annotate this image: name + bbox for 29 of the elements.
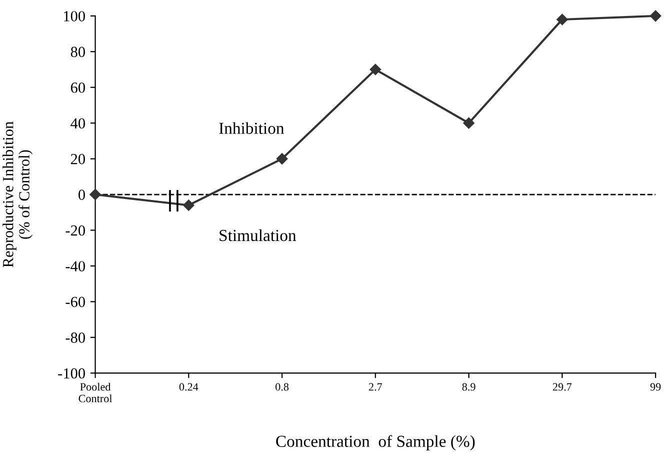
- x-tick-label: 99: [650, 383, 661, 391]
- point: [556, 14, 568, 26]
- x-tick-label: 8.9: [462, 383, 476, 391]
- y-tick-label: 20: [70, 154, 85, 164]
- point: [650, 10, 662, 22]
- x-tick-label: 0.8: [276, 383, 289, 391]
- x-tick-label: Pooled Control: [78, 382, 112, 402]
- annotation: Inhibition: [219, 122, 284, 134]
- x-tick-label: 29.7: [552, 383, 572, 391]
- x-axis-title: Concentration of Sample (%): [276, 435, 475, 450]
- annotation: Stimulation: [220, 229, 296, 242]
- y-tick-label: 40: [70, 118, 85, 129]
- y-tick-label: -60: [66, 296, 85, 308]
- x-tick-label: 2.7: [368, 383, 382, 391]
- point: [90, 188, 101, 200]
- point: [276, 153, 288, 164]
- y-tick-label: -80: [66, 332, 85, 343]
- y-tick-label: -40: [66, 261, 85, 272]
- y-tick-label: -20: [66, 225, 85, 236]
- y-axis-title: Reproductive Inhibition (% of Control): [2, 122, 33, 268]
- point: [463, 117, 474, 129]
- y-tick-label: 100: [64, 11, 85, 22]
- y-tick-label: -100: [58, 368, 85, 379]
- y-tick-label: 0: [78, 190, 85, 200]
- point: [183, 200, 194, 211]
- point: [370, 64, 382, 76]
- y-tick-label: 80: [70, 46, 85, 58]
- x-tick-label: 0.24: [179, 383, 198, 391]
- y-tick-label: 60: [70, 82, 85, 93]
